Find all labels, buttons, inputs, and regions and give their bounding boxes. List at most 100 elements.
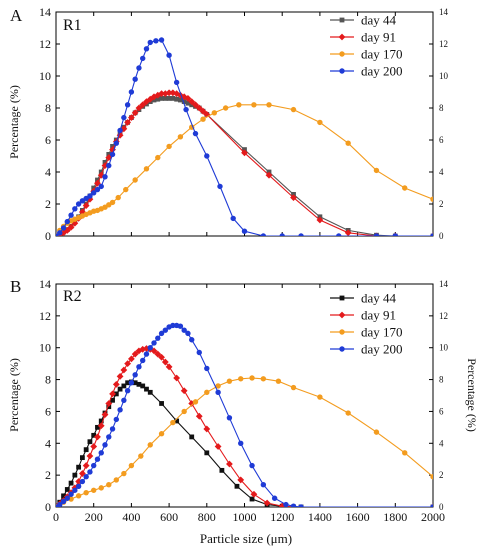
panel-b: B R2 Percentage (%) Percentage (%) Parti… [7,277,479,546]
legend-label: day 170 [361,47,403,62]
legend-label: day 91 [361,308,396,323]
panel-title: R2 [63,288,82,305]
right-y-tick-label: 6 [439,135,444,145]
data-point [199,107,207,115]
data-point [203,111,211,118]
right-y-tick-label: 14 [439,7,449,17]
y-tick-label: 10 [39,341,51,355]
data-point [75,478,83,485]
data-point [155,335,161,341]
data-point [266,102,272,108]
data-point [166,96,172,101]
data-point [161,358,169,366]
data-point [215,389,221,396]
data-point [161,90,169,97]
x-tick-label: 600 [160,510,178,524]
data-point [79,455,85,461]
data-point [189,434,195,440]
data-point [57,501,63,507]
y-tick-label: 6 [45,404,51,418]
data-point [265,171,273,179]
panel-letter: B [10,277,21,296]
data-point [115,194,121,201]
data-point [158,353,165,361]
data-point [116,372,124,380]
data-point [173,90,181,97]
data-point [131,109,139,117]
x-tick-label: 2000 [421,510,445,524]
data-point [117,407,123,413]
data-point [290,384,297,391]
data-point [98,183,104,190]
data-point [86,452,94,460]
data-point [158,431,165,437]
data-point [204,450,210,456]
data-point [125,380,131,386]
data-point [98,418,104,424]
data-point [236,102,242,108]
data-point [162,96,168,101]
legend-label: day 170 [361,325,403,340]
data-point [64,487,70,492]
data-point [165,89,173,97]
data-point [94,179,101,187]
data-point [98,450,104,456]
right-y-tick-label: 0 [439,502,444,512]
data-point [151,340,157,346]
data-point [263,499,271,507]
y-tick-label: 2 [45,468,51,482]
x-tick-label: 200 [85,510,103,524]
y-tick-label: 12 [39,37,51,51]
data-point [60,225,67,231]
data-point [110,397,115,403]
data-point [192,101,199,109]
data-point [67,223,75,231]
data-point [91,462,97,469]
data-point [83,447,89,453]
data-point [181,99,187,104]
data-point [174,96,180,102]
data-point [238,376,244,382]
data-point [123,186,129,193]
data-point [177,91,184,99]
data-point [121,470,127,477]
data-point [183,106,189,113]
data-point [94,186,101,193]
data-point [283,501,289,507]
data-point [61,493,66,499]
series-line [56,97,433,236]
data-point [204,153,210,159]
x-tick-label: 1000 [233,510,257,524]
data-point [136,364,142,370]
data-point [128,462,135,469]
data-point [200,116,206,122]
legend-marker [339,329,345,335]
data-point [143,98,150,105]
data-point [155,154,161,161]
plot-area: 0 200 400 600 800 1000 1200 1400 1600 1800 2000024… [39,277,449,524]
y-tick-label: 0 [45,500,51,514]
data-point [222,105,229,111]
legend-marker [339,51,345,57]
data-point [106,162,112,169]
data-point [87,193,93,199]
data-point [140,383,146,389]
data-point [204,365,210,372]
data-point [72,487,78,493]
data-point [195,412,203,420]
data-point [430,504,433,507]
legend-marker [339,17,345,23]
y-tick-label: 10 [39,69,51,83]
data-point [316,216,324,224]
data-point [344,229,352,236]
data-point [113,140,120,146]
data-point [195,104,203,112]
data-point [113,416,120,423]
data-point [91,487,97,493]
data-point [275,378,282,384]
data-point [173,79,180,86]
data-point [102,442,108,448]
data-point [136,381,142,387]
right-y-tick-label: 12 [439,311,448,321]
data-point [91,432,97,438]
